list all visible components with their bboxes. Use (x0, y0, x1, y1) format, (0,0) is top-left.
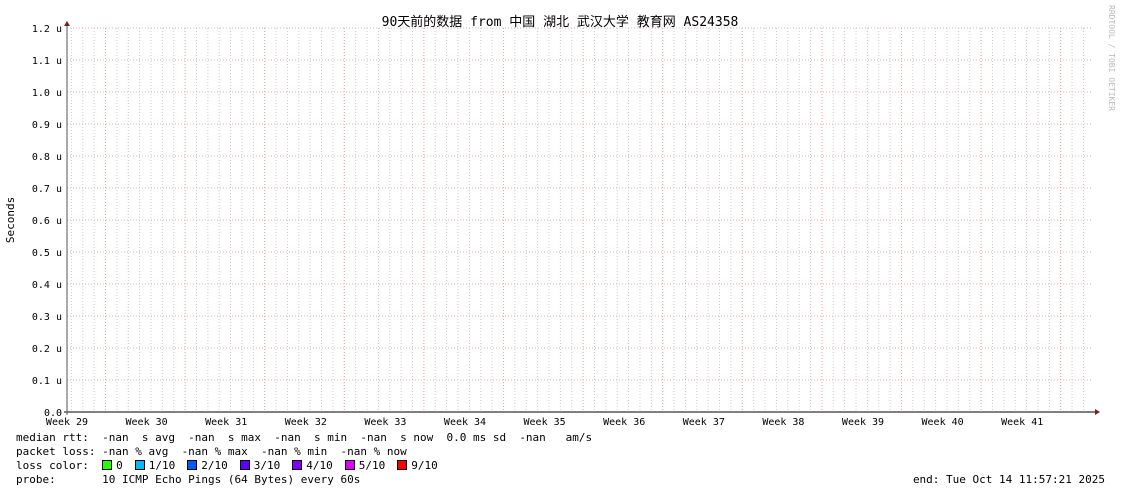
median-rtt-line: median rtt: -nan s avg -nan s max -nan s… (16, 431, 593, 444)
chart-title: 90天前的数据 from 中国 湖北 武汉大学 教育网 AS24358 (382, 14, 739, 30)
y-tick-label: 0.0 (44, 408, 62, 419)
x-tick-label: Week 32 (285, 417, 327, 428)
y-tick-label: 1.1 u (32, 56, 62, 67)
x-tick-label: Week 29 (46, 417, 88, 428)
color-swatch (239, 460, 250, 470)
x-tick-label: Week 41 (1001, 417, 1043, 428)
color-swatch (134, 460, 145, 470)
y-tick-label: 1.0 u (32, 88, 62, 99)
x-tick-label: Week 35 (524, 417, 566, 428)
loss-color-legend: loss color: 0 1/10 2/10 3/10 4/10 5/10 9/10 (16, 459, 450, 473)
loss-color-label: loss color: (16, 459, 103, 472)
x-tick-label: Week 36 (603, 417, 645, 428)
x-tick-label: Week 40 (922, 417, 964, 428)
probe-line: probe: 10 ICMP Echo Pings (64 Bytes) eve… (16, 473, 361, 486)
loss-color-label: 9/10 (411, 459, 438, 472)
y-tick-label: 0.1 u (32, 376, 62, 387)
x-tick-label: Week 37 (683, 417, 725, 428)
loss-color-item: 1/10 (134, 459, 176, 472)
loss-color-label: 5/10 (358, 459, 386, 472)
x-axis-arrow (1095, 409, 1100, 415)
loss-color-label: 0 (116, 459, 123, 472)
packet-loss-line: packet loss: -nan % avg -nan % max -nan … (16, 445, 407, 458)
x-tick-label: Week 30 (126, 417, 168, 428)
x-tick-label: Week 33 (364, 417, 406, 428)
y-tick-label: 0.7 u (32, 184, 62, 195)
y-axis-arrow (64, 21, 70, 26)
watermark: RRDTOOL / TOBI OETIKER (1107, 5, 1116, 111)
y-axis-label: Seconds (4, 197, 17, 243)
loss-color-label: 2/10 (201, 459, 228, 472)
y-tick-label: 0.9 u (32, 120, 62, 131)
loss-color-item: 0 (102, 459, 123, 472)
y-tick-label: 0.3 u (32, 312, 62, 323)
y-tick-label: 1.2 u (32, 24, 62, 35)
loss-color-item: 9/10 (397, 459, 438, 472)
x-tick-label: Week 31 (205, 417, 247, 428)
y-tick-label: 0.5 u (32, 248, 62, 259)
end-time: end: Tue Oct 14 11:57:21 2025 (912, 473, 1105, 486)
color-swatch (102, 460, 113, 470)
color-swatch (397, 460, 408, 470)
y-tick-label: 0.6 u (32, 216, 62, 227)
x-tick-label: Week 34 (444, 417, 486, 428)
loss-color-label: 3/10 (253, 459, 281, 472)
color-swatch (292, 460, 303, 470)
loss-color-item: 2/10 (187, 459, 228, 472)
color-swatch (187, 460, 198, 470)
color-swatch (344, 460, 355, 470)
loss-color-item: 4/10 (292, 459, 333, 472)
y-tick-label: 0.2 u (32, 344, 62, 355)
loss-color-label: 1/10 (148, 459, 176, 472)
x-tick-label: Week 38 (762, 417, 804, 428)
loss-color-label: 4/10 (306, 459, 333, 472)
y-tick-label: 0.8 u (32, 152, 62, 163)
x-tick-label: Week 39 (842, 417, 884, 428)
chart-svg: 0.0 0.1 u 0.2 u 0.3 u 0.4 u 0.5 u 0.6 u 0.7 u 0.… (4, 5, 1116, 428)
loss-color-item: 5/10 (344, 459, 386, 472)
loss-color-item: 3/10 (239, 459, 281, 472)
y-tick-label: 0.4 u (32, 280, 62, 291)
